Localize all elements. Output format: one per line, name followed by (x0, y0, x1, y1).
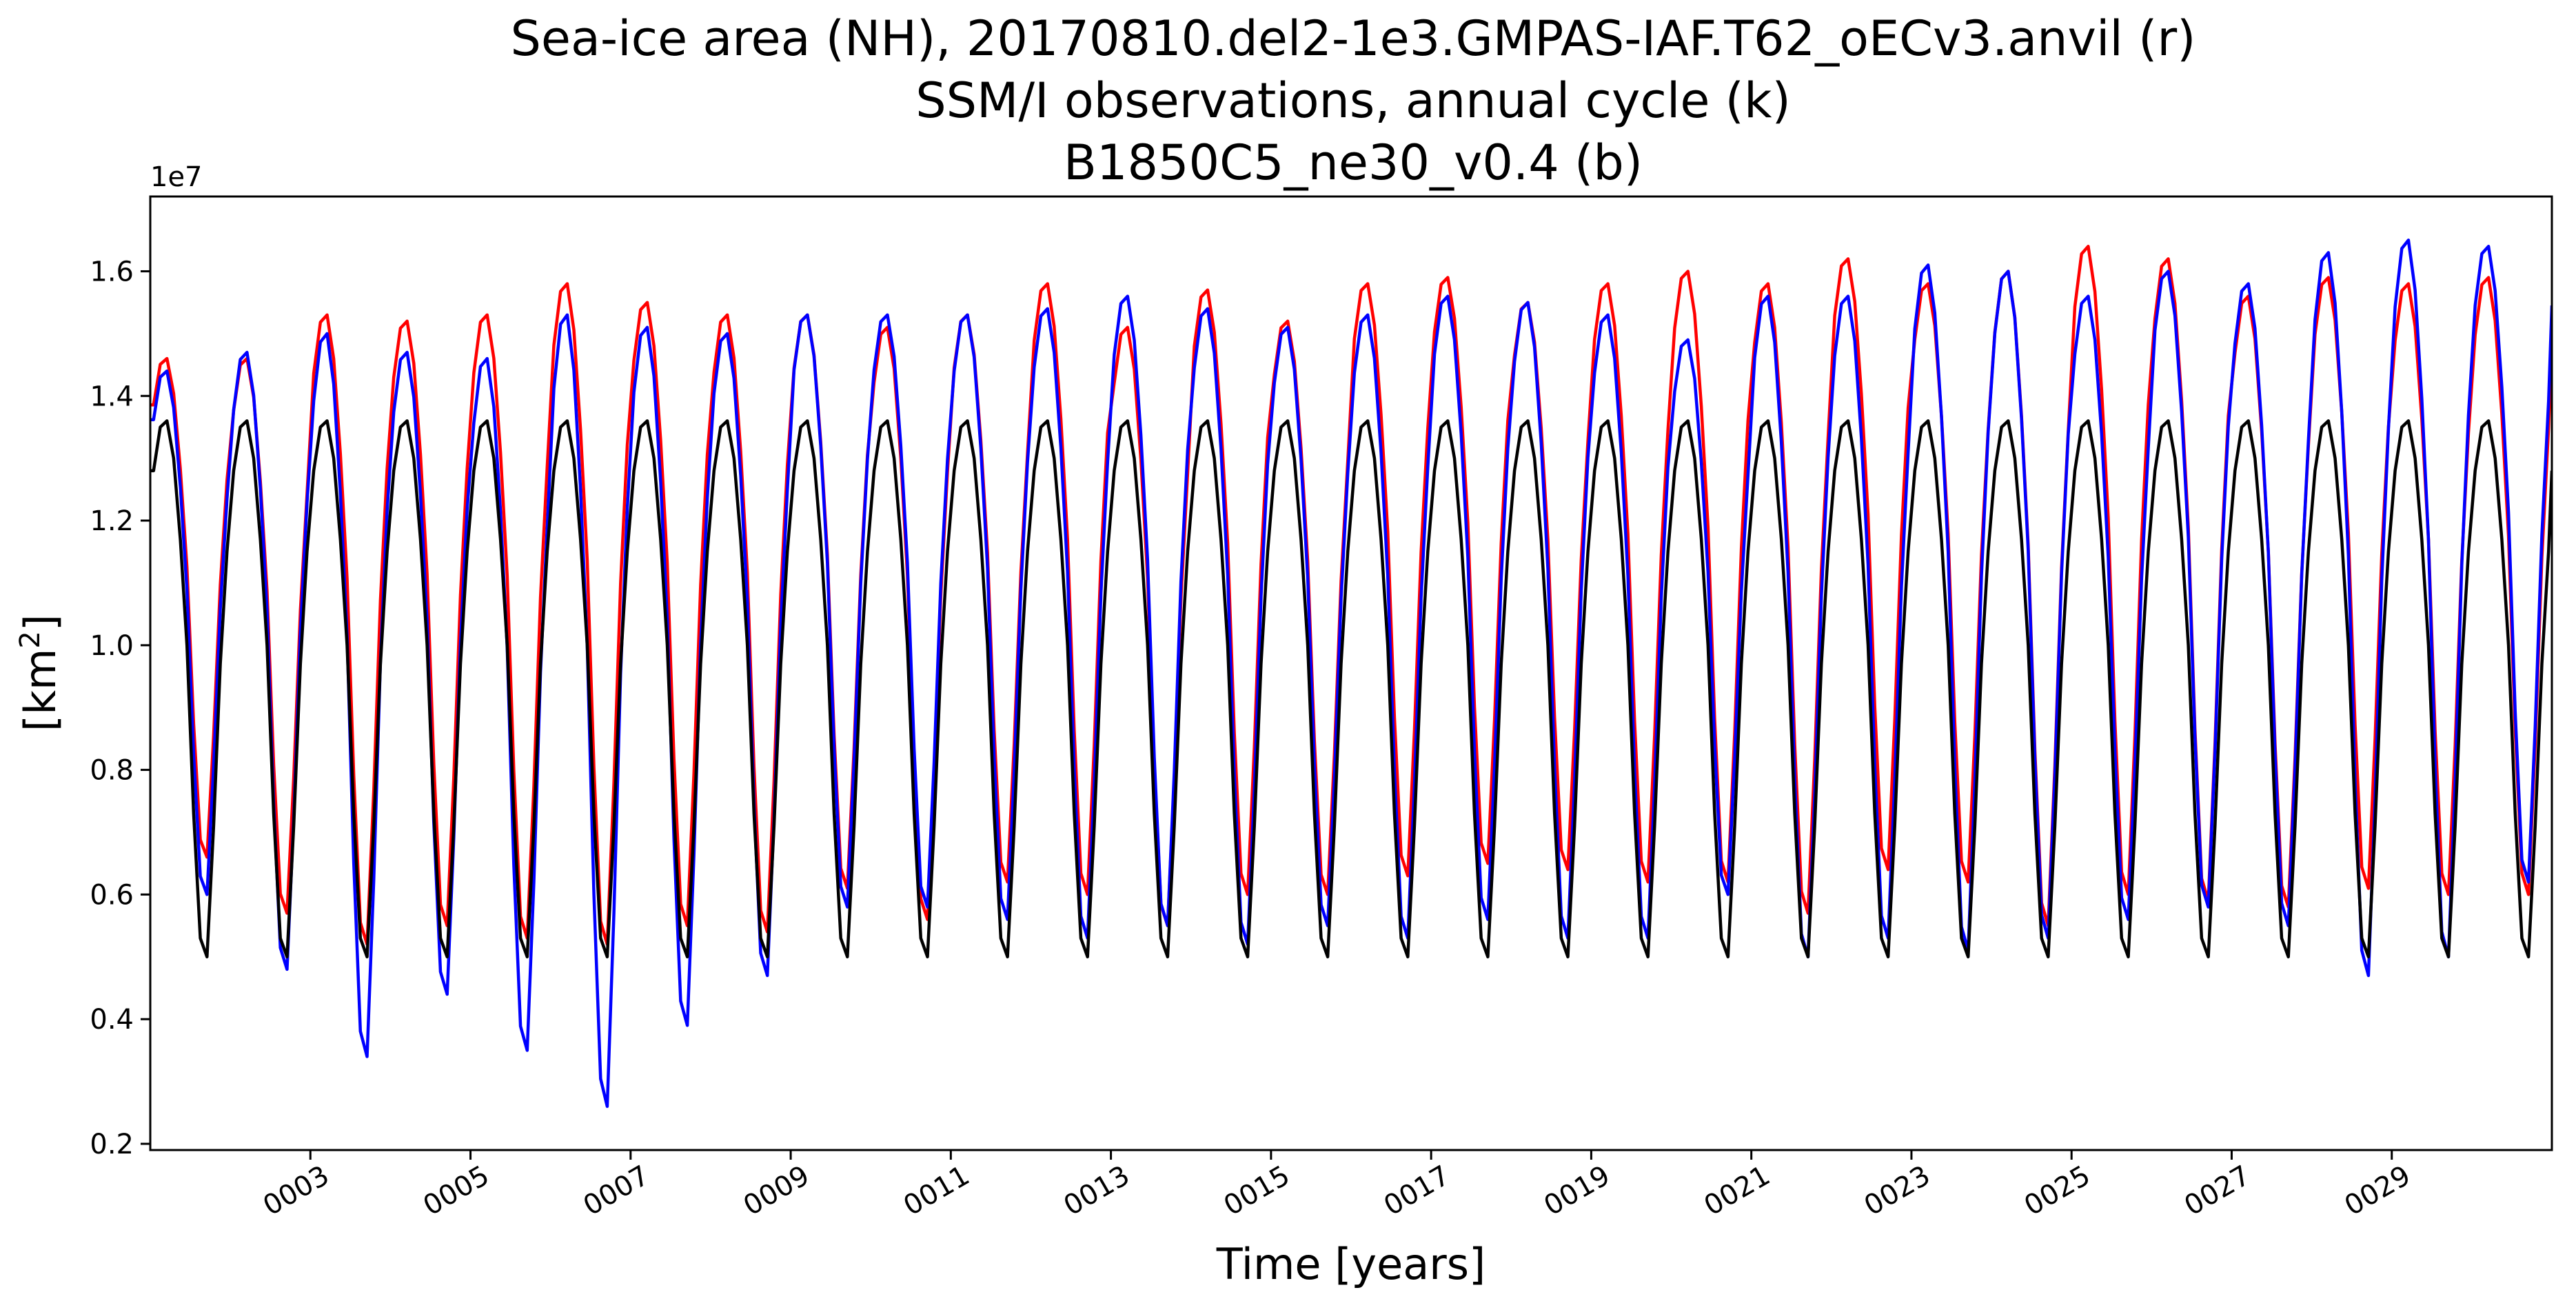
y-tick-label: 1.4 (90, 381, 134, 412)
chart-title-line-1: Sea-ice area (NH), 20170810.del2-1e3.GMP… (510, 10, 2195, 67)
y-axis-label: [km2] (14, 614, 65, 732)
y-tick-label: 1.2 (90, 505, 134, 537)
series-layer (150, 239, 2552, 1108)
y-axis-label-superscript: 2 (14, 631, 46, 648)
y-tick-label: 1.6 (90, 256, 134, 288)
y-tick-label: 0.4 (90, 1004, 134, 1036)
plot-frame (149, 195, 2553, 1151)
y-axis: 0.2 0.4 0.6 0.8 1.0 1.2 1.4 1.6 (90, 256, 150, 1160)
y-axis-offset-label: 1e7 (150, 161, 203, 193)
plot-area (149, 195, 2553, 1151)
chart-title-line-3: B1850C5_ne30_v0.4 (b) (1064, 134, 1643, 191)
y-tick-label: 0.8 (90, 755, 134, 787)
y-axis-label-suffix: ] (15, 614, 65, 631)
y-tick-label: 0.6 (90, 879, 134, 911)
y-axis-label-text: [km (15, 649, 65, 732)
y-tick-label: 0.2 (90, 1129, 134, 1160)
chart-title-line-2: SSM/I observations, annual cycle (k) (915, 72, 1791, 129)
model-series-line (150, 419, 2552, 959)
y-tick-label: 1.0 (90, 630, 134, 662)
reference-series-line (150, 239, 2552, 1108)
x-axis-label: Time [years] (1216, 1239, 1485, 1289)
